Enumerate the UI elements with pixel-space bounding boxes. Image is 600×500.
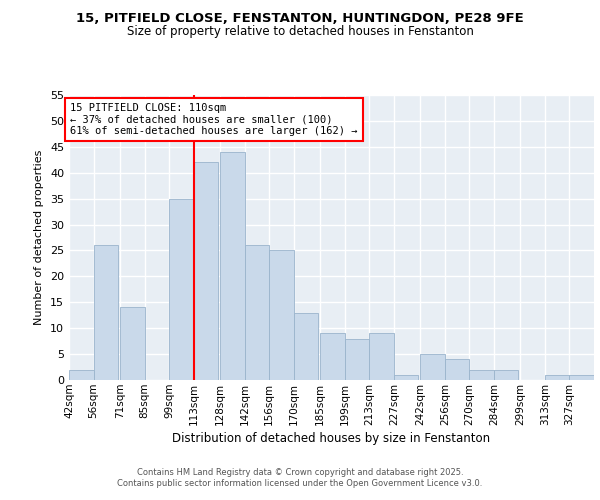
Bar bbox=[545, 375, 569, 380]
Bar bbox=[169, 198, 194, 380]
Bar bbox=[344, 338, 369, 380]
Bar bbox=[294, 312, 319, 380]
Text: 15 PITFIELD CLOSE: 110sqm
← 37% of detached houses are smaller (100)
61% of semi: 15 PITFIELD CLOSE: 110sqm ← 37% of detac… bbox=[70, 103, 358, 136]
Bar bbox=[220, 152, 245, 380]
Text: Size of property relative to detached houses in Fenstanton: Size of property relative to detached ho… bbox=[127, 25, 473, 38]
Bar bbox=[320, 334, 344, 380]
X-axis label: Distribution of detached houses by size in Fenstanton: Distribution of detached houses by size … bbox=[172, 432, 491, 445]
Bar bbox=[94, 246, 118, 380]
Y-axis label: Number of detached properties: Number of detached properties bbox=[34, 150, 44, 325]
Bar bbox=[69, 370, 94, 380]
Bar bbox=[269, 250, 294, 380]
Bar bbox=[445, 360, 469, 380]
Bar bbox=[120, 308, 145, 380]
Bar bbox=[369, 334, 394, 380]
Bar bbox=[194, 162, 218, 380]
Bar bbox=[245, 246, 269, 380]
Bar bbox=[420, 354, 445, 380]
Bar bbox=[494, 370, 518, 380]
Bar bbox=[569, 375, 594, 380]
Bar bbox=[469, 370, 494, 380]
Text: 15, PITFIELD CLOSE, FENSTANTON, HUNTINGDON, PE28 9FE: 15, PITFIELD CLOSE, FENSTANTON, HUNTINGD… bbox=[76, 12, 524, 26]
Bar bbox=[394, 375, 418, 380]
Text: Contains HM Land Registry data © Crown copyright and database right 2025.
Contai: Contains HM Land Registry data © Crown c… bbox=[118, 468, 482, 487]
